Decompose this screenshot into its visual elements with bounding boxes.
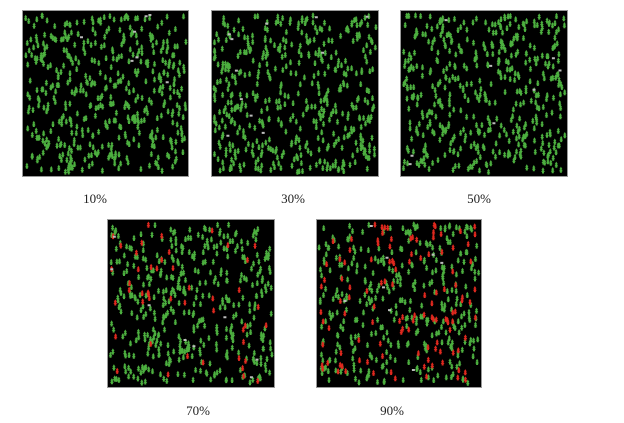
simulation-panel <box>316 219 482 388</box>
caption: 50% <box>467 191 491 206</box>
simulation-panel <box>400 10 568 177</box>
simulation-panel <box>22 10 189 177</box>
caption: 90% <box>380 403 404 418</box>
green-agents <box>401 12 567 175</box>
green-agents <box>23 12 188 175</box>
simulation-panel <box>211 10 379 177</box>
caption: 30% <box>281 191 305 206</box>
green-agents <box>212 12 378 175</box>
caption: 10% <box>83 191 107 206</box>
red-agents <box>109 221 268 384</box>
simulation-panel <box>107 219 275 388</box>
green-agents <box>317 221 481 386</box>
green-agents <box>108 221 274 386</box>
caption: 70% <box>186 403 210 418</box>
red-agents <box>319 221 478 383</box>
